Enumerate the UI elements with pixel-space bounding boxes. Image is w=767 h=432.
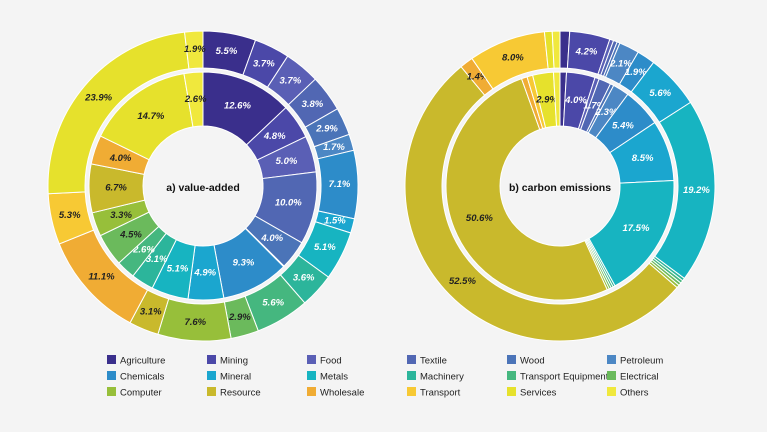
legend-label-textile: Textile xyxy=(420,356,447,367)
inner-label-others: 2.6% xyxy=(184,94,207,105)
legend-swatch-petroleum xyxy=(607,355,616,364)
outer-label-mineral: 1.5% xyxy=(324,216,346,227)
inner-label-metals: 5.1% xyxy=(167,264,189,275)
outer-label-others: 1.9% xyxy=(184,44,206,55)
legend-swatch-food xyxy=(307,355,316,364)
legend-label-electrical: Electrical xyxy=(620,372,659,383)
legend-swatch-mineral xyxy=(207,371,216,380)
legend-swatch-wholesale xyxy=(307,387,316,396)
outer-label-resource: 3.1% xyxy=(140,307,162,318)
value-added-title: a) value-added xyxy=(166,182,240,194)
outer-label-metals: 5.1% xyxy=(314,242,336,253)
outer-label-chemicals: 7.1% xyxy=(329,179,351,190)
legend-swatch-services xyxy=(507,387,516,396)
inner-label-agriculture: 12.6% xyxy=(224,101,251,112)
legend-swatch-wood xyxy=(507,355,516,364)
legend-label-resource: Resource xyxy=(220,388,261,399)
inner-label-resource: 50.6% xyxy=(466,213,493,224)
outer-label-transport: 5.3% xyxy=(59,210,81,221)
legend-label-chemicals: Chemicals xyxy=(120,372,165,383)
outer-label-computer: 7.6% xyxy=(184,317,206,328)
inner-slice-resource xyxy=(445,78,608,301)
outer-label-textile: 3.8% xyxy=(302,99,324,110)
legend-label-food: Food xyxy=(320,356,342,367)
legend-label-others: Others xyxy=(620,388,649,399)
inner-label-services: 14.7% xyxy=(137,111,164,122)
inner-slice-others xyxy=(183,71,204,128)
outer-label-resource: 52.5% xyxy=(449,276,476,287)
legend-label-petroleum: Petroleum xyxy=(620,356,663,367)
inner-label-mining: 4.0% xyxy=(564,95,587,106)
legend-label-machinery: Machinery xyxy=(420,372,464,383)
inner-label-chemicals: 9.3% xyxy=(233,257,255,268)
legend-swatch-metals xyxy=(307,371,316,380)
outer-label-mineral: 5.6% xyxy=(649,88,671,99)
outer-label-services: 23.9% xyxy=(84,93,112,104)
inner-label-electrical: 4.5% xyxy=(119,229,142,240)
legend-swatch-mining xyxy=(207,355,216,364)
legend-swatch-electrical xyxy=(607,371,616,380)
legend-label-metals: Metals xyxy=(320,372,348,383)
outer-label-petroleum: 1.7% xyxy=(323,142,345,153)
inner-label-petroleum: 2.3% xyxy=(595,107,618,118)
inner-label-food: 5.0% xyxy=(276,156,298,167)
legend-swatch-computer xyxy=(107,387,116,396)
legend-label-wood: Wood xyxy=(520,356,545,367)
legend-label-transport: Transport xyxy=(420,388,461,399)
inner-label-computer: 3.3% xyxy=(110,210,132,221)
outer-label-mining: 4.2% xyxy=(575,47,598,58)
outer-label-petroleum: 2.1% xyxy=(609,58,632,69)
inner-label-chemicals: 5.4% xyxy=(612,120,634,131)
legend-label-mineral: Mineral xyxy=(220,372,251,383)
legend-swatch-agriculture xyxy=(107,355,116,364)
legend-label-transport-equipment: Transport Equipment xyxy=(520,372,609,383)
outer-label-wholesale: 11.1% xyxy=(88,272,115,283)
legend-swatch-resource xyxy=(207,387,216,396)
inner-slice-others xyxy=(552,71,561,127)
legend-swatch-others xyxy=(607,387,616,396)
outer-label-agriculture: 5.5% xyxy=(216,46,238,57)
legend-swatch-machinery xyxy=(407,371,416,380)
outer-slice-others xyxy=(183,30,204,70)
inner-label-transport-equipment: 2.6% xyxy=(132,244,155,255)
outer-label-chemicals: 1.9% xyxy=(625,67,647,78)
inner-label-mineral: 8.5% xyxy=(632,153,654,164)
value-added-donut: 5.5% 3.7% 3.7% 3.8% 2.9% 1.7% 7.1% 1.5% 5.1% 3.6%… xyxy=(47,30,359,342)
inner-label-mineral: 4.9% xyxy=(193,267,216,278)
outer-label-transport: 8.0% xyxy=(502,52,524,63)
carbon-emissions-donut: 4.2% 2.1%1.9%5.6% 19.2% 52.5% 1.4% 8.0% 4.0%1.… xyxy=(404,30,716,342)
outer-label-food: 3.7% xyxy=(280,76,302,87)
outer-label-machinery: 3.6% xyxy=(293,273,315,284)
outer-label-transport-equipment: 5.6% xyxy=(262,298,284,309)
inner-label-resource: 6.7% xyxy=(105,182,127,193)
outer-label-wood: 2.9% xyxy=(315,124,338,135)
inner-label-wood: 4.0% xyxy=(260,233,283,244)
outer-label-wholesale: 1.4% xyxy=(467,72,489,83)
legend-swatch-chemicals xyxy=(107,371,116,380)
outer-label-mining: 3.7% xyxy=(253,58,275,69)
outer-label-metals: 19.2% xyxy=(683,185,710,196)
legend-label-mining: Mining xyxy=(220,356,248,367)
inner-label-mining: 4.8% xyxy=(263,131,286,142)
legend-label-wholesale: Wholesale xyxy=(320,388,364,399)
outer-slice-resource xyxy=(404,66,678,342)
legend: Agriculture Mining Food Textile Wood Petroleu… xyxy=(107,355,663,399)
inner-label-machinery: 3.1% xyxy=(146,254,168,265)
legend-label-agriculture: Agriculture xyxy=(120,356,165,367)
carbon-emissions-title: b) carbon emissions xyxy=(509,182,611,194)
legend-label-services: Services xyxy=(520,388,557,399)
outer-label-electrical: 2.9% xyxy=(228,312,251,323)
inner-label-textile: 10.0% xyxy=(275,198,302,209)
outer-slice-others xyxy=(551,30,561,69)
inner-label-services: 2.9% xyxy=(535,94,558,105)
legend-swatch-textile xyxy=(407,355,416,364)
legend-label-computer: Computer xyxy=(120,388,162,399)
legend-swatch-transport xyxy=(407,387,416,396)
inner-label-textile: 1.7% xyxy=(583,101,605,112)
inner-label-wholesale: 4.0% xyxy=(109,153,132,164)
legend-swatch-transport-equipment xyxy=(507,371,516,380)
inner-label-metals: 17.5% xyxy=(622,223,649,234)
